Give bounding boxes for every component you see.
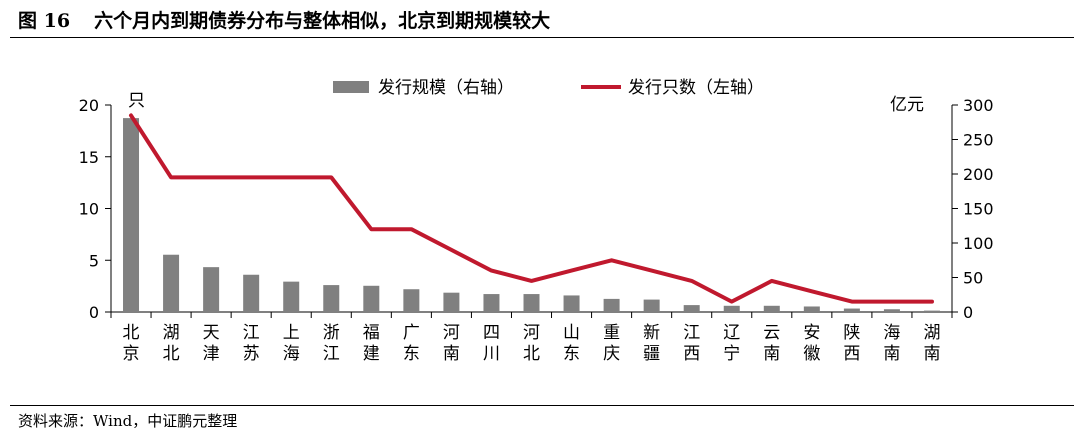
x-axis-label-辽宁: 辽宁 (723, 323, 740, 364)
x-axis-label-海南: 海南 (883, 323, 900, 364)
left-axis-tick-label: 5 (89, 251, 99, 270)
bar-辽宁 (723, 305, 740, 312)
header-rule (10, 37, 1074, 38)
bar-上海 (283, 281, 300, 312)
x-axis-label-江苏: 江苏 (243, 323, 260, 364)
x-axis-label-四川: 四川 (483, 323, 500, 364)
legend-swatch-bar (333, 81, 369, 93)
bar-河南 (443, 292, 460, 312)
bar-湖北 (163, 254, 180, 312)
x-axis-label-重庆: 重庆 (603, 323, 620, 364)
bar-四川 (483, 294, 500, 312)
bar-浙江 (323, 285, 340, 312)
right-axis-tick-label: 150 (963, 200, 994, 219)
right-axis-tick-label: 200 (963, 165, 994, 184)
right-axis-tick-label: 100 (963, 234, 994, 253)
bar-河北 (523, 294, 540, 312)
figure-title: 六个月内到期债券分布与整体相似，北京到期规模较大 (94, 10, 551, 32)
x-axis-label-上海: 上海 (283, 323, 300, 364)
x-axis-label-广东: 广东 (403, 323, 420, 364)
x-axis-label-福建: 福建 (363, 323, 380, 364)
left-axis-tick-label: 15 (79, 148, 99, 167)
x-axis-label-湖南: 湖南 (923, 323, 940, 364)
left-axis-tick-label: 10 (79, 200, 99, 219)
bar-新疆 (643, 299, 660, 312)
x-axis-label-山东: 山东 (563, 323, 580, 364)
right-axis-tick-label: 300 (963, 96, 994, 115)
right-axis-tick-label: 50 (963, 269, 983, 288)
left-axis-unit: 只 (128, 91, 145, 111)
bar-安徽 (803, 306, 820, 312)
right-axis-tick-label: 250 (963, 131, 994, 150)
x-axis-label-天津: 天津 (203, 323, 220, 364)
bar-福建 (363, 285, 380, 312)
line-series-issue-count (129, 113, 934, 304)
figure-header: 图 16 六个月内到期债券分布与整体相似，北京到期规模较大 (0, 0, 1080, 40)
x-axis-label-江西: 江西 (683, 323, 700, 364)
right-axis-unit: 亿元 (890, 95, 924, 115)
bar-天津 (203, 267, 220, 312)
figure-title-block: 图 16 六个月内到期债券分布与整体相似，北京到期规模较大 (18, 6, 550, 33)
x-axis-label-陕西: 陕西 (843, 323, 860, 364)
bar-陕西 (843, 308, 860, 312)
x-axis-label-浙江: 浙江 (323, 323, 340, 364)
x-axis-label-河南: 河南 (443, 323, 460, 364)
bar-山东 (563, 295, 580, 312)
legend-label-line: 发行只数（左轴） (628, 78, 764, 98)
bar-广东 (403, 289, 420, 312)
bar-海南 (883, 309, 900, 312)
bar-云南 (763, 305, 780, 312)
left-axis-tick-label: 20 (79, 96, 99, 115)
bar-重庆 (603, 298, 620, 312)
x-axis-label-安徽: 安徽 (803, 323, 820, 364)
bar-北京 (123, 118, 140, 312)
figure-number: 图 16 (18, 10, 71, 32)
left-axis-tick-label: 0 (89, 303, 99, 322)
x-axis-label-云南: 云南 (763, 323, 780, 364)
x-axis-label-湖北: 湖北 (163, 323, 180, 364)
figure-source: 资料来源：Wind，中证鹏元整理 (18, 412, 238, 430)
x-axis-label-北京: 北京 (123, 323, 140, 364)
footer-rule (10, 405, 1074, 406)
bar-江苏 (243, 274, 260, 312)
right-axis-tick-label: 0 (963, 303, 973, 322)
bar-江西 (683, 305, 700, 312)
x-axis-label-河北: 河北 (523, 323, 540, 364)
bar-湖南 (923, 310, 940, 312)
x-axis-label-新疆: 新疆 (643, 323, 660, 364)
legend-label-bar: 发行规模（右轴） (378, 78, 514, 98)
